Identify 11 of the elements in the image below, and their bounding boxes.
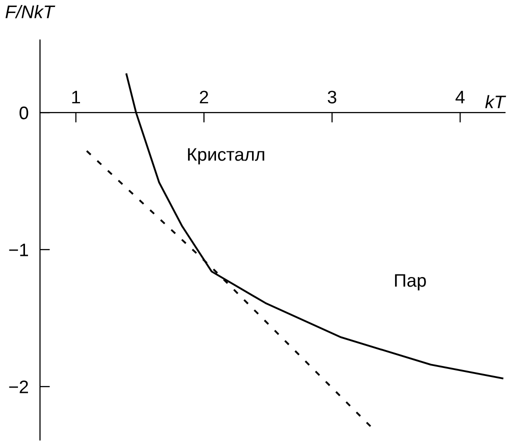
annotation: Пар xyxy=(395,274,426,290)
x-tick-label: 3 xyxy=(328,90,336,104)
x-tick-label: 4 xyxy=(456,90,465,104)
y-tick-label: −1 xyxy=(9,244,28,256)
y-tick-label: 0 xyxy=(20,106,28,120)
y-tick-label: −2 xyxy=(9,380,28,394)
y-axis-title: F/NkT xyxy=(6,5,56,18)
x-tick-label: 1 xyxy=(72,90,80,104)
x-tick-label: 2 xyxy=(200,90,208,104)
annotation: Кристалл xyxy=(188,148,264,164)
x-axis-title: kT xyxy=(485,95,506,108)
